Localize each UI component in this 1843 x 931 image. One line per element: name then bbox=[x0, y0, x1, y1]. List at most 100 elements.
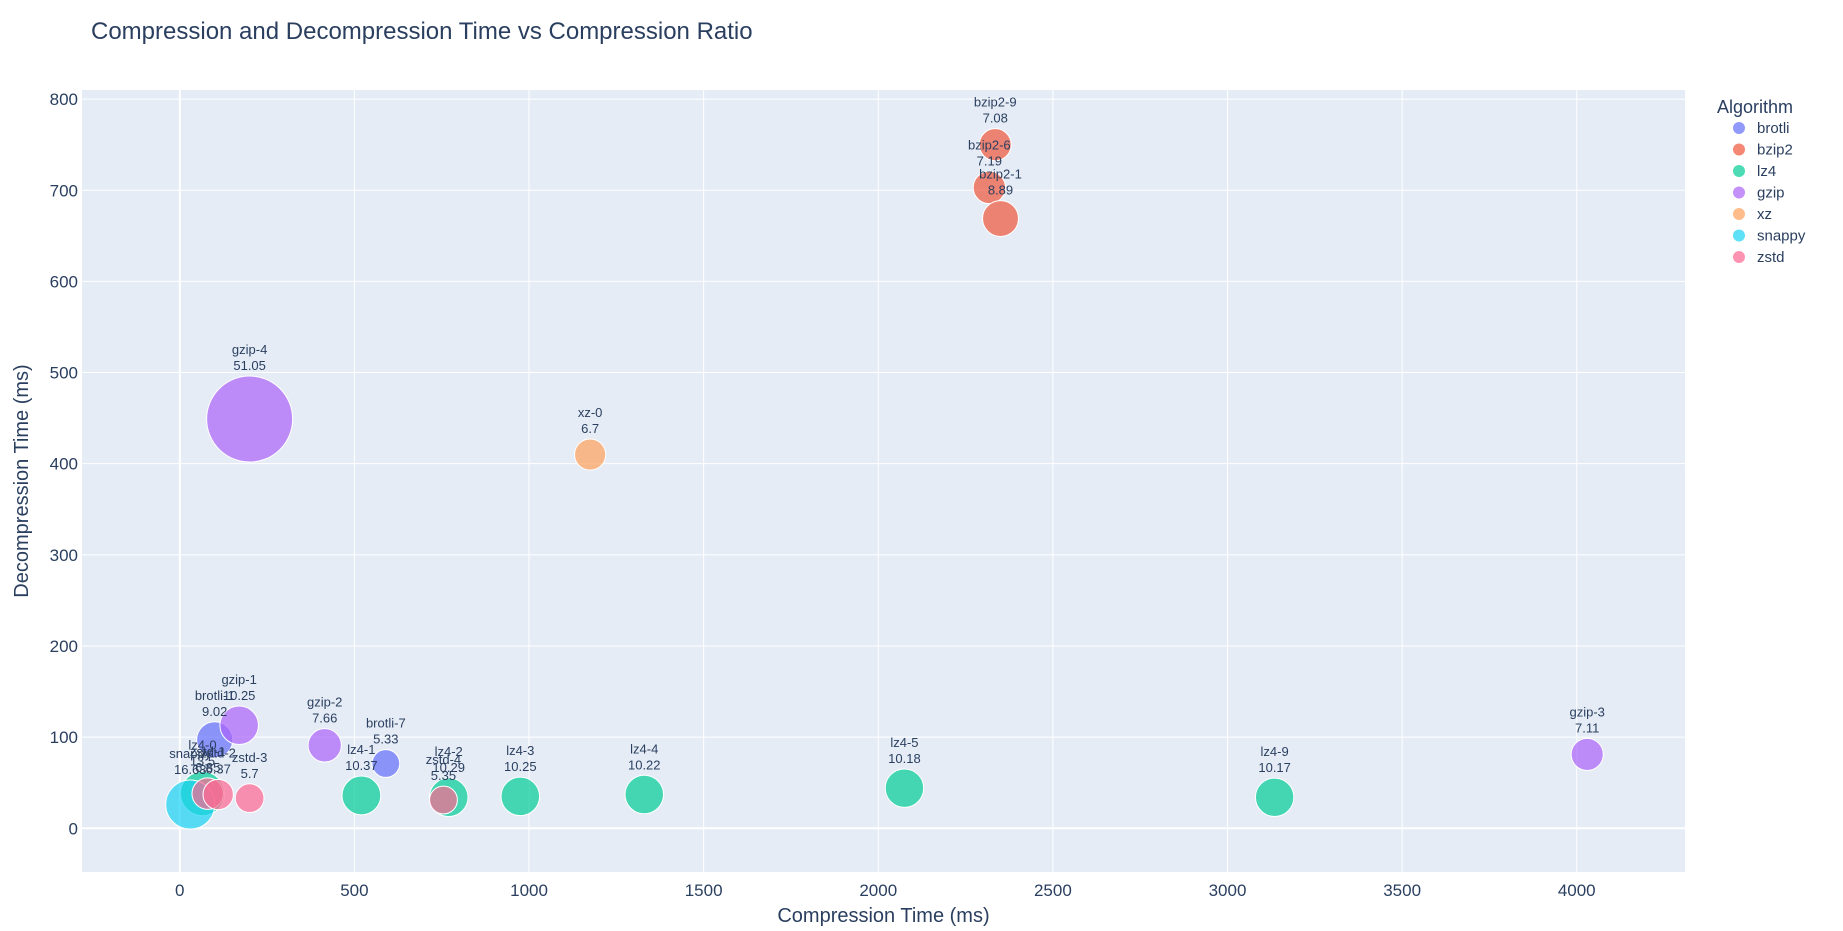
y-axis-title: Decompression Time (ms) bbox=[11, 364, 33, 597]
legend-item-xz[interactable]: xz bbox=[1733, 206, 1772, 223]
marker-zstd-3[interactable] bbox=[234, 783, 265, 814]
point-label-zstd-1: zstd-1 bbox=[190, 744, 225, 759]
legend-marker-lz4 bbox=[1733, 165, 1745, 177]
point-ratio-bzip2-1: 8.89 bbox=[988, 183, 1013, 198]
point-ratio-zstd-3: 5.7 bbox=[241, 766, 259, 781]
x-tick-label: 3500 bbox=[1383, 881, 1421, 900]
point-ratio-bzip2-6: 7.19 bbox=[977, 153, 1002, 168]
point-label-lz4-1: lz4-1 bbox=[347, 742, 375, 757]
point-label-bzip2-9: bzip2-9 bbox=[974, 95, 1017, 110]
legend-title: Algorithm bbox=[1717, 97, 1793, 117]
legend-label-zstd: zstd bbox=[1757, 249, 1785, 266]
x-tick-label: 500 bbox=[340, 881, 368, 900]
point-ratio-gzip-4: 51.05 bbox=[233, 358, 266, 373]
point-label-lz4-0: lz4-0 bbox=[188, 738, 216, 753]
marker-gzip-1[interactable] bbox=[219, 705, 259, 746]
data-markers bbox=[165, 128, 1604, 830]
y-tick-label: 800 bbox=[50, 90, 78, 109]
legend: Algorithm brotli bzip2 lz4 gzip xz snappy zstd bbox=[1717, 97, 1806, 266]
x-axis-title: Compression Time (ms) bbox=[777, 905, 989, 926]
point-ratio-bzip2-9: 7.08 bbox=[983, 111, 1008, 126]
legend-item-bzip2[interactable]: bzip2 bbox=[1733, 142, 1793, 159]
marker-lz4-3[interactable] bbox=[500, 776, 541, 817]
point-ratio-xz-0: 6.7 bbox=[581, 421, 599, 436]
point-label-lz4-4: lz4-4 bbox=[630, 741, 658, 756]
data-labels: brotli-19.02 brotli-75.33 bzip2-97.08 bzip2… bbox=[169, 95, 1605, 783]
marker-zstd-4[interactable] bbox=[429, 785, 458, 815]
point-ratio-gzip-2: 7.66 bbox=[312, 711, 337, 726]
marker-gzip-2[interactable] bbox=[307, 728, 342, 763]
legend-label-snappy: snappy bbox=[1757, 228, 1806, 245]
plot-area bbox=[82, 90, 1685, 872]
legend-label-gzip: gzip bbox=[1757, 185, 1785, 202]
y-tick-label: 0 bbox=[69, 819, 78, 838]
marker-xz-0[interactable] bbox=[574, 438, 607, 471]
x-tick-label: 2000 bbox=[859, 881, 897, 900]
point-label-snappy: snappy bbox=[169, 746, 211, 761]
point-label-xz-0: xz-0 bbox=[578, 405, 603, 420]
point-ratio-lz4-3: 10.25 bbox=[504, 759, 537, 774]
y-tick-label: 500 bbox=[50, 364, 78, 383]
legend-label-bzip2: bzip2 bbox=[1757, 142, 1793, 159]
point-ratio-brotli-7: 5.33 bbox=[373, 732, 398, 747]
y-tick-label: 400 bbox=[50, 455, 78, 474]
x-tick-label: 1000 bbox=[510, 881, 548, 900]
tick-labels: 0 500 1000 1500 2000 2500 3000 3500 4000 0 100 200 3… bbox=[50, 90, 1596, 900]
legend-item-lz4[interactable]: lz4 bbox=[1733, 163, 1776, 180]
point-label-zstd-2: zstd-2 bbox=[200, 745, 235, 760]
point-ratio-lz4-0: 13.5 bbox=[190, 754, 215, 769]
x-tick-label: 1500 bbox=[685, 881, 723, 900]
y-tick-label: 600 bbox=[50, 272, 78, 291]
point-ratio-lz4-4: 10.22 bbox=[628, 757, 661, 772]
x-tick-label: 2500 bbox=[1034, 881, 1072, 900]
y-tick-label: 100 bbox=[50, 728, 78, 747]
marker-bzip2-1[interactable] bbox=[982, 200, 1019, 237]
legend-marker-zstd bbox=[1733, 251, 1745, 263]
point-ratio-lz4-9: 10.17 bbox=[1258, 760, 1291, 775]
marker-bzip2-6[interactable] bbox=[972, 170, 1006, 205]
x-tick-label: 0 bbox=[175, 881, 184, 900]
point-label-brotli-7: brotli-7 bbox=[366, 716, 406, 731]
legend-marker-snappy bbox=[1733, 229, 1745, 242]
marker-bzip2-9[interactable] bbox=[978, 128, 1012, 162]
point-label-gzip-4: gzip-4 bbox=[232, 342, 267, 357]
point-label-lz4-3: lz4-3 bbox=[506, 743, 534, 758]
legend-item-zstd[interactable]: zstd bbox=[1733, 249, 1785, 266]
marker-lz4-4[interactable] bbox=[624, 774, 665, 815]
point-ratio-zstd-1: 6.85 bbox=[195, 760, 220, 775]
marker-gzip-3[interactable] bbox=[1570, 737, 1604, 771]
point-label-gzip-2: gzip-2 bbox=[307, 695, 342, 710]
point-ratio-lz4-2: 10.29 bbox=[432, 760, 465, 775]
point-label-lz4-2: lz4-2 bbox=[435, 744, 463, 759]
legend-label-lz4: lz4 bbox=[1757, 163, 1776, 180]
point-ratio-zstd-4: 5.35 bbox=[431, 768, 456, 783]
legend-marker-gzip bbox=[1733, 186, 1745, 199]
point-ratio-lz4-5: 10.18 bbox=[888, 751, 921, 766]
point-ratio-gzip-1: 10.25 bbox=[223, 688, 256, 703]
marker-brotli-7[interactable] bbox=[371, 749, 401, 778]
grid-lines bbox=[82, 90, 1685, 872]
legend-item-brotli[interactable]: brotli bbox=[1733, 120, 1790, 137]
marker-lz4-1[interactable] bbox=[341, 775, 382, 816]
point-ratio-zstd-2: 6.37 bbox=[206, 761, 231, 776]
legend-marker-xz bbox=[1733, 208, 1745, 220]
chart-title: Compression and Decompression Time vs Co… bbox=[91, 18, 753, 45]
legend-marker-bzip2 bbox=[1733, 143, 1745, 156]
y-tick-label: 300 bbox=[50, 546, 78, 565]
marker-lz4-5[interactable] bbox=[884, 768, 925, 808]
marker-lz4-9[interactable] bbox=[1254, 777, 1295, 817]
point-ratio-brotli-1: 9.02 bbox=[202, 704, 227, 719]
marker-zstd-2[interactable] bbox=[202, 778, 234, 811]
legend-item-gzip[interactable]: gzip bbox=[1733, 185, 1785, 202]
point-label-gzip-1: gzip-1 bbox=[221, 672, 256, 687]
legend-marker-brotli bbox=[1733, 122, 1745, 134]
y-tick-label: 200 bbox=[50, 637, 78, 656]
point-label-zstd-4: zstd-4 bbox=[426, 752, 461, 767]
marker-gzip-4[interactable] bbox=[206, 375, 294, 463]
point-ratio-gzip-3: 7.11 bbox=[1575, 720, 1599, 735]
point-label-gzip-3: gzip-3 bbox=[1570, 704, 1605, 719]
legend-label-xz: xz bbox=[1757, 206, 1772, 223]
legend-item-snappy[interactable]: snappy bbox=[1733, 228, 1806, 245]
